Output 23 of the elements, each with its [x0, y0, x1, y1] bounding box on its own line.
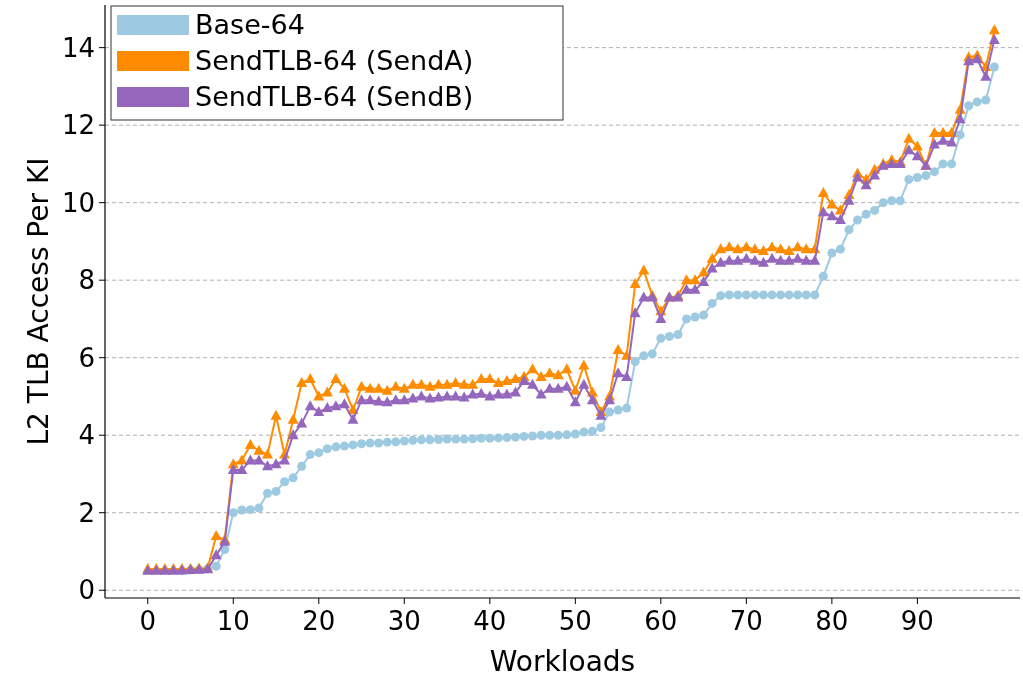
x-tick-label: 40 [473, 606, 507, 636]
y-tick-label: 10 [61, 187, 95, 218]
y-tick-label: 6 [78, 342, 95, 373]
y-tick-label: 2 [78, 497, 95, 528]
x-axis-title: Workloads [489, 645, 636, 677]
legend-label: Base-64 [195, 9, 305, 41]
x-tick-label: 10 [216, 606, 250, 636]
x-tick-label: 0 [139, 606, 157, 636]
x-tick-label: 20 [302, 606, 336, 636]
x-tick-label: 90 [900, 606, 934, 636]
legend-label: SendTLB-64 (SendA) [195, 45, 474, 77]
y-tick-label: 8 [78, 265, 95, 296]
x-tick-label: 80 [815, 606, 849, 636]
x-tick-label: 30 [387, 606, 421, 636]
x-tick-label: 70 [729, 606, 763, 636]
x-tick-label: 60 [644, 606, 678, 636]
y-axis-title: L2 TLB Access Per KI [22, 157, 55, 446]
y-tick-label: 0 [78, 575, 95, 606]
y-tick-label: 12 [61, 110, 95, 141]
x-tick-label: 50 [558, 606, 592, 636]
legend-label: SendTLB-64 (SendB) [195, 81, 474, 113]
y-tick-label: 4 [78, 420, 95, 451]
y-tick-label: 14 [61, 32, 95, 63]
